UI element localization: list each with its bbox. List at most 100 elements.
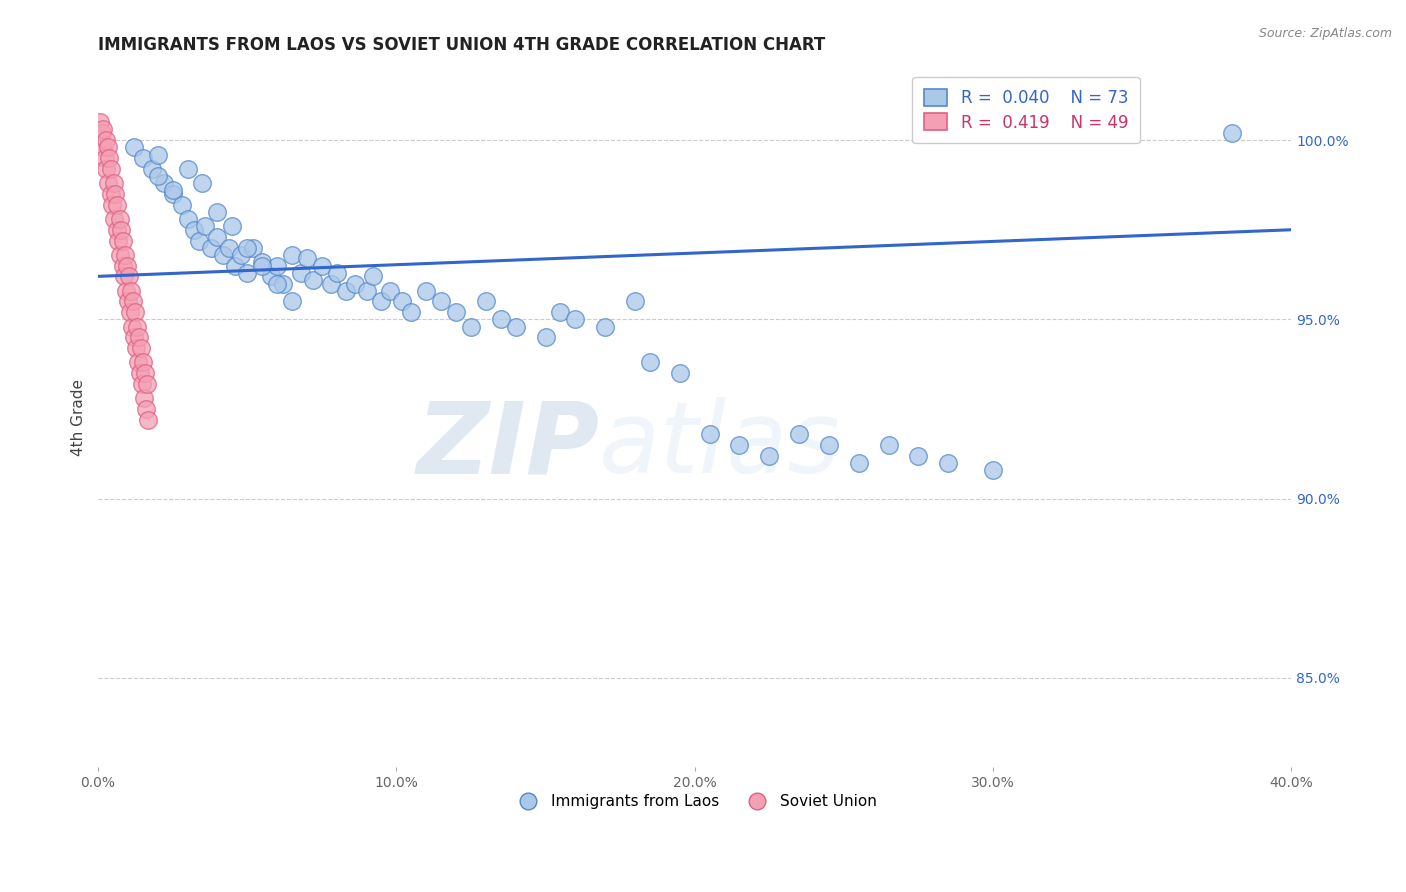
- Point: [96, 161, 118, 176]
- Point: [124, 305, 146, 319]
- Point: [224, 259, 246, 273]
- Point: [93, 122, 115, 136]
- Text: ZIP: ZIP: [416, 397, 599, 494]
- Point: [250, 255, 273, 269]
- Point: [122, 140, 145, 154]
- Point: [444, 305, 467, 319]
- Point: [221, 219, 243, 234]
- Point: [877, 438, 900, 452]
- Point: [110, 248, 132, 262]
- Point: [176, 212, 198, 227]
- Point: [505, 319, 527, 334]
- Point: [183, 223, 205, 237]
- Point: [319, 277, 342, 291]
- Point: [111, 259, 134, 273]
- Point: [141, 161, 163, 176]
- Point: [98, 151, 121, 165]
- Point: [136, 412, 159, 426]
- Point: [125, 341, 148, 355]
- Point: [124, 330, 146, 344]
- Point: [231, 248, 253, 262]
- Point: [236, 266, 259, 280]
- Point: [343, 277, 366, 291]
- Text: atlas: atlas: [599, 397, 841, 494]
- Point: [162, 183, 184, 197]
- Point: [97, 176, 120, 190]
- Point: [907, 449, 929, 463]
- Text: Source: ZipAtlas.com: Source: ZipAtlas.com: [1258, 27, 1392, 40]
- Y-axis label: 4th Grade: 4th Grade: [72, 379, 86, 457]
- Point: [114, 248, 136, 262]
- Point: [118, 269, 141, 284]
- Point: [335, 284, 357, 298]
- Point: [103, 176, 125, 190]
- Point: [534, 330, 557, 344]
- Point: [136, 376, 159, 391]
- Point: [120, 284, 142, 298]
- Point: [981, 463, 1004, 477]
- Point: [188, 234, 211, 248]
- Point: [117, 259, 139, 273]
- Point: [207, 230, 229, 244]
- Point: [122, 294, 145, 309]
- Point: [218, 241, 240, 255]
- Point: [103, 212, 125, 227]
- Point: [127, 319, 149, 334]
- Point: [699, 427, 721, 442]
- Point: [758, 449, 780, 463]
- Point: [108, 212, 131, 227]
- Point: [112, 234, 135, 248]
- Point: [818, 438, 841, 452]
- Point: [134, 391, 156, 405]
- Point: [361, 269, 384, 284]
- Point: [112, 269, 135, 284]
- Point: [93, 151, 115, 165]
- Point: [110, 223, 132, 237]
- Point: [100, 186, 122, 201]
- Point: [94, 133, 117, 147]
- Point: [146, 147, 169, 161]
- Point: [564, 312, 586, 326]
- Point: [430, 294, 453, 309]
- Point: [152, 176, 174, 190]
- Point: [391, 294, 413, 309]
- Point: [242, 241, 264, 255]
- Point: [132, 151, 155, 165]
- Point: [107, 234, 129, 248]
- Point: [302, 273, 325, 287]
- Point: [475, 294, 498, 309]
- Point: [107, 197, 129, 211]
- Point: [295, 252, 318, 266]
- Point: [146, 169, 169, 183]
- Point: [271, 277, 294, 291]
- Point: [101, 197, 124, 211]
- Point: [121, 319, 143, 334]
- Point: [194, 219, 217, 234]
- Point: [260, 269, 283, 284]
- Point: [104, 186, 127, 201]
- Point: [250, 259, 273, 273]
- Point: [105, 223, 128, 237]
- Point: [668, 366, 690, 380]
- Point: [638, 355, 661, 369]
- Point: [90, 126, 112, 140]
- Point: [117, 294, 139, 309]
- Point: [191, 176, 214, 190]
- Point: [593, 319, 616, 334]
- Point: [200, 241, 222, 255]
- Point: [266, 277, 288, 291]
- Point: [207, 204, 229, 219]
- Point: [131, 376, 153, 391]
- Point: [380, 284, 402, 298]
- Point: [624, 294, 647, 309]
- Point: [115, 284, 138, 298]
- Point: [89, 115, 111, 129]
- Point: [120, 305, 142, 319]
- Point: [281, 248, 304, 262]
- Point: [489, 312, 512, 326]
- Point: [135, 401, 157, 416]
- Point: [936, 456, 959, 470]
- Point: [162, 186, 184, 201]
- Point: [91, 140, 114, 154]
- Point: [281, 294, 304, 309]
